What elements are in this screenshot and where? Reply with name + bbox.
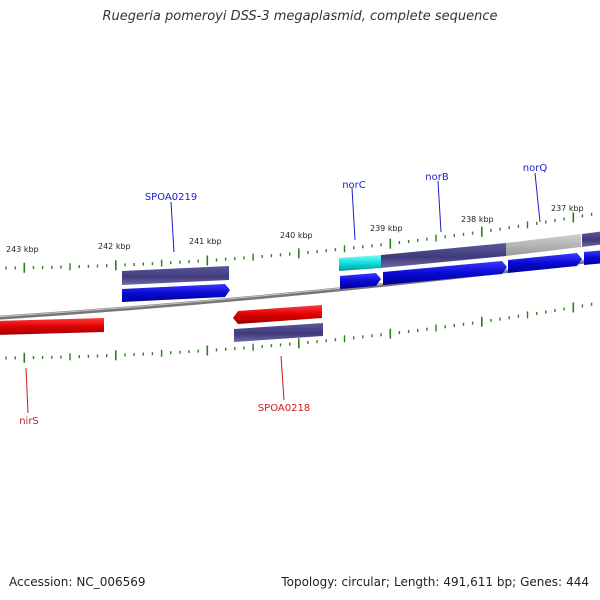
gene-labels: SPOA0219 norC norB norQ nirS SPOA0218 [19, 163, 547, 427]
genes-value: 444 [566, 575, 589, 589]
cds-spoa0218[interactable] [233, 305, 322, 324]
scale-label-241: 241 kbp [189, 237, 222, 246]
footer-accession: Accession: NC_006569 [9, 575, 146, 589]
scale-ticks-outer [5, 212, 593, 273]
label-spoa0218[interactable]: SPOA0218 [258, 403, 310, 414]
gene-bar-spoa0218[interactable] [234, 323, 323, 342]
scale-ticks-inner [5, 302, 593, 363]
label-nirs[interactable]: nirS [19, 416, 39, 427]
gene-bar-right[interactable] [582, 231, 600, 247]
label-norb[interactable]: norB [425, 172, 449, 183]
topology-label: Topology: [281, 575, 338, 589]
label-spoa0219[interactable]: SPOA0219 [145, 192, 197, 203]
length-value: 491,611 bp; [443, 575, 517, 589]
cds-right[interactable] [584, 250, 600, 265]
cds-track-reverse [0, 305, 322, 335]
scale-label-243: 243 kbp [6, 245, 39, 254]
gene-track-forward [122, 231, 600, 285]
label-leaders [25, 172, 541, 414]
scale-label-242: 242 kbp [98, 242, 131, 251]
scale-label-239: 239 kbp [370, 224, 403, 233]
gene-bar-norq[interactable] [506, 234, 581, 256]
footer-summary: Topology: circular; Length: 491,611 bp; Gene… [281, 575, 589, 589]
leader-spoa0218 [280, 355, 285, 401]
scale-labels: 243 kbp 242 kbp 241 kbp 240 kbp 239 kbp … [6, 204, 584, 254]
scale-label-237: 237 kbp [551, 204, 584, 213]
genes-label: Genes: [520, 575, 563, 589]
leader-norc [351, 187, 356, 241]
length-label: Length: [393, 575, 440, 589]
label-norq[interactable]: norQ [523, 163, 548, 174]
label-norc[interactable]: norC [342, 180, 366, 191]
accession-value: NC_006569 [76, 575, 146, 589]
cds-norc[interactable] [340, 273, 381, 289]
cds-nirs[interactable] [0, 318, 104, 335]
gene-bar-norb[interactable] [381, 243, 506, 268]
leader-norb [437, 180, 442, 233]
cds-norc-cyan[interactable] [339, 255, 381, 271]
cds-spoa0219[interactable] [122, 284, 230, 302]
scale-label-240: 240 kbp [280, 231, 313, 240]
gene-bar-spoa0219[interactable] [122, 266, 229, 285]
scale-label-238: 238 kbp [461, 215, 494, 224]
leader-norq [534, 172, 541, 223]
map-title: Ruegeria pomeroyi DSS-3 megaplasmid, com… [102, 9, 498, 24]
leader-spoa0219 [170, 201, 175, 253]
cds-norb[interactable] [383, 261, 507, 285]
cds-track-forward [122, 250, 600, 302]
leader-nirs [25, 367, 29, 414]
cds-norq[interactable] [508, 253, 582, 273]
accession-label: Accession: [9, 575, 73, 589]
topology-value: circular; [341, 575, 390, 589]
